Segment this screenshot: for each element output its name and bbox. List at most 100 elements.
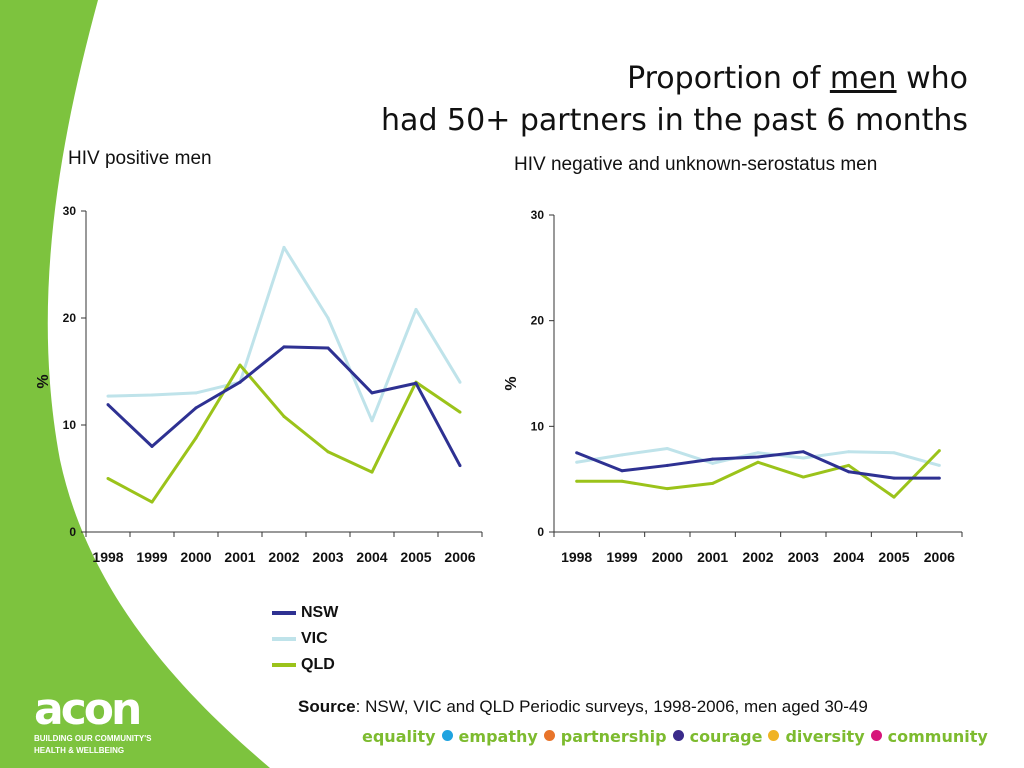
- value-dot-1: [543, 730, 555, 741]
- chart1-point-vic-2002: [282, 245, 286, 249]
- chart1-x-tick-label-2003: 2003: [312, 549, 343, 565]
- legend-label-qld: QLD: [301, 656, 335, 673]
- chart2-point-vic-2003: [801, 456, 805, 460]
- chart2-point-qld-1999: [620, 479, 624, 483]
- chart1-point-qld-2003: [326, 450, 330, 454]
- chart1-x-tick-label-2002: 2002: [268, 549, 299, 565]
- chart1-x-tick-label-2006: 2006: [444, 549, 475, 565]
- chart2-point-vic-2006: [937, 463, 941, 467]
- acon-logo: acon BUILDING OUR COMMUNITY'S HEALTH & W…: [34, 688, 151, 756]
- chart1-point-nsw-1999: [150, 444, 154, 448]
- chart2-y-tick-label-0: 0: [537, 525, 544, 539]
- chart2-point-qld-2001: [711, 481, 715, 485]
- legend-swatch-nsw: [272, 611, 296, 615]
- chart1-y-tick-label-10: 10: [63, 418, 77, 432]
- chart2-point-qld-1998: [575, 479, 579, 483]
- chart2-x-tick-label-2004: 2004: [833, 549, 864, 565]
- chart1-point-nsw-2000: [194, 406, 198, 410]
- legend-label-nsw: NSW: [301, 604, 339, 621]
- chart1-y-axis-label: %: [35, 374, 52, 388]
- chart1-point-qld-1999: [150, 500, 154, 504]
- value-word-courage: courage: [689, 727, 763, 746]
- chart2-y-tick-label-10: 10: [531, 419, 545, 433]
- chart2-point-qld-2000: [665, 487, 669, 491]
- source-label: Source: [298, 697, 356, 716]
- chart1-point-vic-2000: [194, 391, 198, 395]
- chart1-point-vic-2004: [370, 419, 374, 423]
- chart2-y-tick-label-20: 20: [531, 314, 545, 328]
- title-line-1: Proportion of men who: [381, 58, 968, 100]
- chart1-point-nsw-2006: [458, 464, 462, 468]
- chart2-point-vic-2005: [892, 451, 896, 455]
- slide-title: Proportion of men who had 50+ partners i…: [381, 58, 968, 142]
- chart1-point-nsw-2003: [326, 346, 330, 350]
- chart2-x-tick-label-2000: 2000: [652, 549, 683, 565]
- value-word-equality: equality: [362, 727, 436, 746]
- chart2-point-nsw-2006: [937, 476, 941, 480]
- chart2-point-qld-2004: [847, 463, 851, 467]
- legend-item-nsw: NSW: [272, 600, 338, 626]
- value-dot-2: [672, 730, 684, 741]
- legend-label-vic: VIC: [301, 630, 328, 647]
- chart2-x-tick-label-2005: 2005: [878, 549, 909, 565]
- chart2-point-nsw-2000: [665, 463, 669, 467]
- chart1-point-vic-2003: [326, 316, 330, 320]
- chart2-point-nsw-2003: [801, 450, 805, 454]
- chart2-point-qld-2006: [937, 449, 941, 453]
- chart2-x-tick-label-2003: 2003: [788, 549, 819, 565]
- chart1-point-vic-1999: [150, 393, 154, 397]
- value-word-partnership: partnership: [560, 727, 667, 746]
- chart1-point-nsw-2002: [282, 345, 286, 349]
- value-word-community: community: [887, 727, 988, 746]
- title-line-2: had 50+ partners in the past 6 months: [381, 103, 968, 138]
- chart1-x-tick-label-2001: 2001: [224, 549, 255, 565]
- chart2-y-axis-label: %: [503, 376, 520, 390]
- chart1-point-vic-2006: [458, 380, 462, 384]
- chart2-x-tick-label-2002: 2002: [742, 549, 773, 565]
- chart1-point-nsw-2001: [238, 380, 242, 384]
- chart2-point-qld-2002: [756, 460, 760, 464]
- chart1-point-vic-1998: [106, 394, 110, 398]
- chart1-point-vic-2005: [414, 307, 418, 311]
- legend-swatch-vic: [272, 637, 296, 641]
- chart1-point-qld-2006: [458, 410, 462, 414]
- chart2-point-vic-1999: [620, 453, 624, 457]
- source-text: : NSW, VIC and QLD Periodic surveys, 199…: [355, 697, 868, 716]
- value-word-empathy: empathy: [458, 727, 538, 746]
- chart2-y-tick-label-30: 30: [531, 208, 545, 222]
- chart2-x-tick-label-2001: 2001: [697, 549, 728, 565]
- chart1-y-tick-label-20: 20: [63, 311, 77, 325]
- chart-2-title: HIV negative and unknown-serostatus men: [514, 154, 878, 175]
- chart1-x-tick-label-1999: 1999: [136, 549, 167, 565]
- title-text-post: who: [896, 61, 968, 96]
- chart2-x-tick-label-1999: 1999: [606, 549, 637, 565]
- chart1-point-nsw-2005: [414, 381, 418, 385]
- chart1-x-tick-label-2005: 2005: [400, 549, 431, 565]
- chart2-point-vic-1998: [575, 460, 579, 464]
- chart1-x-tick-label-2004: 2004: [356, 549, 387, 565]
- chart1-y-tick-label-0: 0: [69, 525, 76, 539]
- chart1-x-tick-label-2000: 2000: [180, 549, 211, 565]
- chart2-point-nsw-1999: [620, 469, 624, 473]
- value-dot-4: [870, 730, 882, 741]
- chart2-point-qld-2005: [892, 495, 896, 499]
- chart2-x-tick-label-2006: 2006: [924, 549, 955, 565]
- chart2-point-vic-2002: [756, 451, 760, 455]
- chart2-point-qld-2003: [801, 475, 805, 479]
- value-word-diversity: diversity: [785, 727, 865, 746]
- chart2-point-nsw-2004: [847, 470, 851, 474]
- chart1-point-qld-2002: [282, 414, 286, 418]
- chart2-point-nsw-2001: [711, 457, 715, 461]
- chart1-point-nsw-1998: [106, 403, 110, 407]
- chart2-x-tick-label-1998: 1998: [561, 549, 592, 565]
- chart2-point-nsw-1998: [575, 451, 579, 455]
- legend-item-qld: QLD: [272, 652, 338, 678]
- chart2-point-nsw-2002: [756, 455, 760, 459]
- chart1-point-nsw-2004: [370, 391, 374, 395]
- chart1-point-qld-2004: [370, 470, 374, 474]
- chart1-x-tick-label-1998: 1998: [92, 549, 123, 565]
- chart2-point-nsw-2005: [892, 476, 896, 480]
- source-note: Source: NSW, VIC and QLD Periodic survey…: [298, 697, 868, 717]
